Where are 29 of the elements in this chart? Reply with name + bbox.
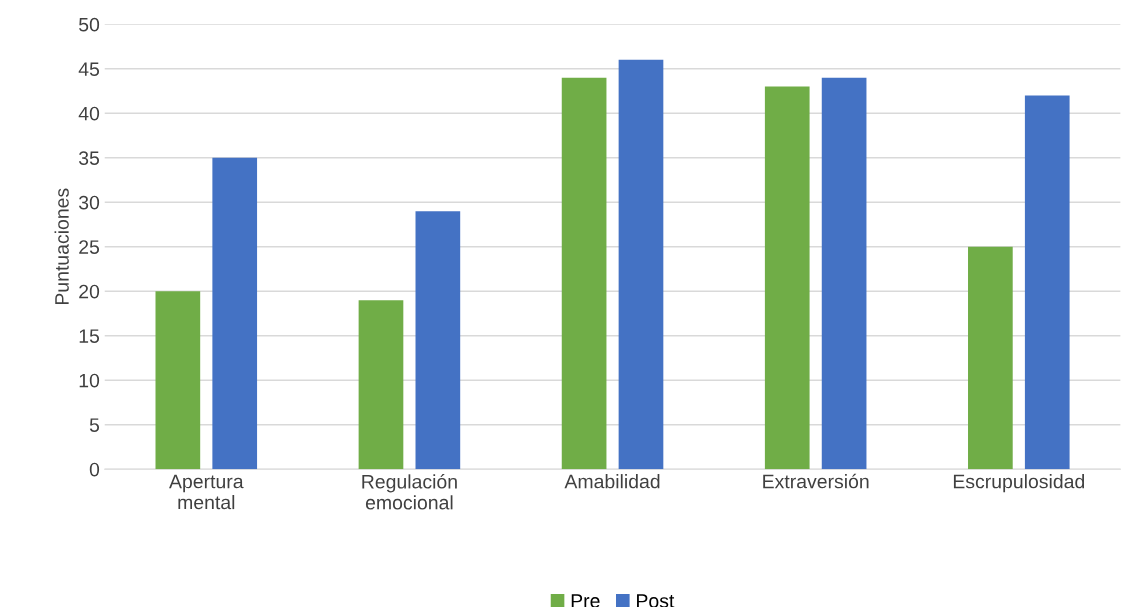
bar [968,246,1013,470]
x-tick-label: Regulación emocional [362,474,457,510]
y-axis-title: Puntuaciones [54,188,69,305]
x-tick-label: Extraversión [763,473,869,489]
bar [415,211,461,470]
bar [618,59,664,470]
bar [764,86,810,470]
y-tick-label: 45 [78,62,100,77]
y-tick-label: 40 [78,106,100,121]
y-tick-label: 50 [79,17,100,32]
y-tick-label: 30 [78,195,100,210]
bar [155,291,201,470]
y-tick-label: 25 [79,240,100,254]
y-tick-label: 15 [79,329,100,343]
x-tick-label: Apertura mental [169,474,244,510]
y-tick-label: 5 [89,418,100,432]
y-tick-label: 0 [89,462,100,477]
y-tick-label: 10 [79,373,100,388]
bar [1024,95,1070,470]
y-tick-label: 20 [79,284,100,299]
y-tick-label: 35 [78,151,100,165]
legend-label: Post [637,594,675,607]
bar [561,77,607,470]
legend-label: Pre [571,594,600,607]
bar [212,157,258,470]
bar [821,77,867,470]
x-tick-label: Escrupulosidad [953,474,1085,493]
x-tick-label: Amabilidad [564,474,660,489]
bar [358,300,404,470]
